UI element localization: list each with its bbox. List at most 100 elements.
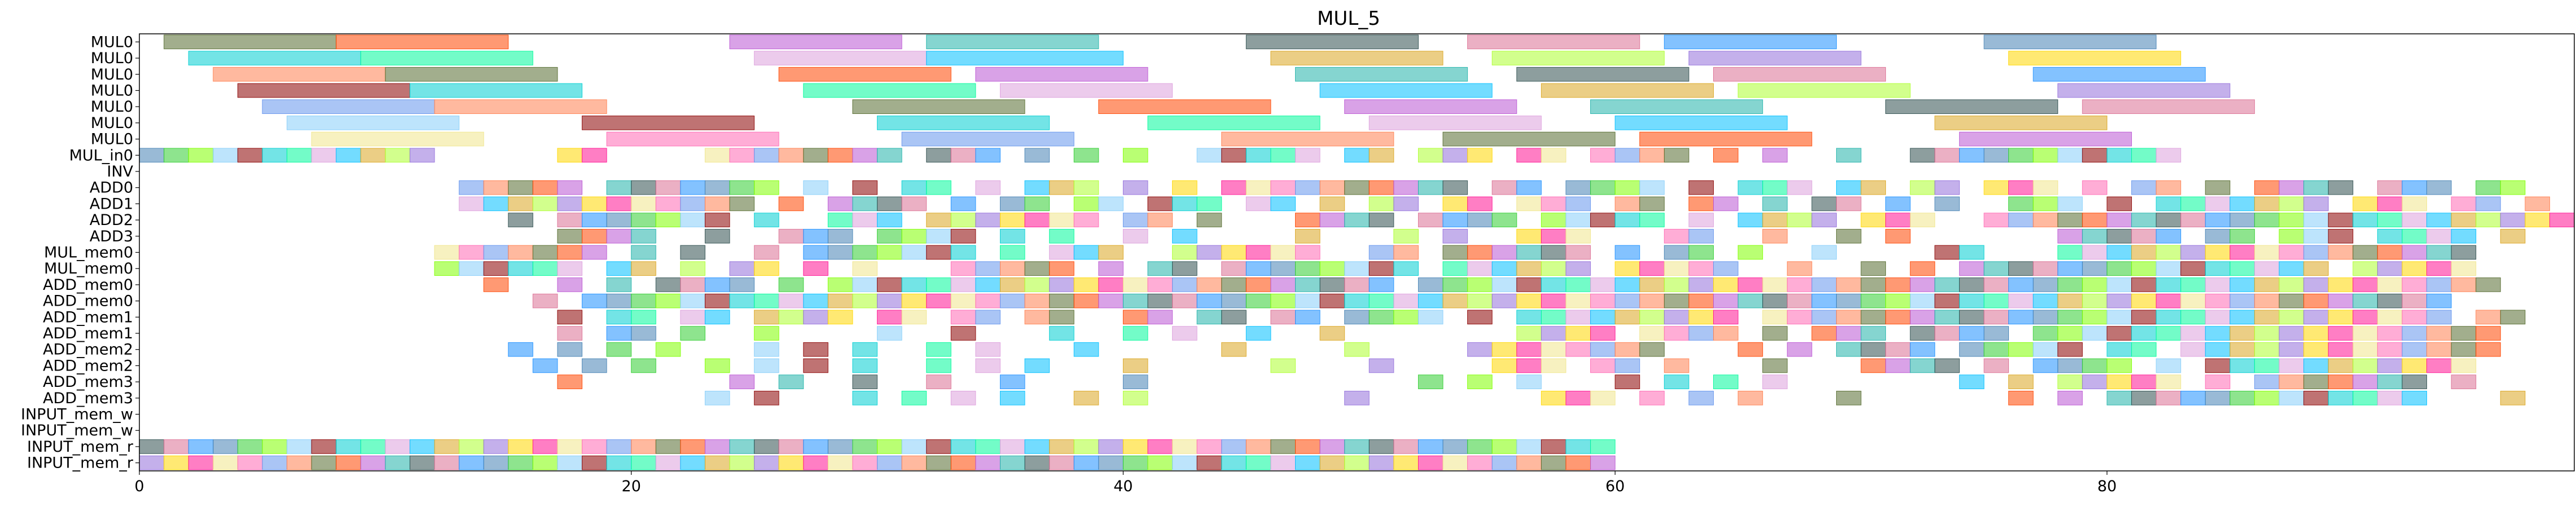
task-bar [2377,390,2403,405]
task-bar [1983,310,2009,325]
task-bar [2008,261,2034,276]
task-bar [2426,180,2452,195]
task-bar [1442,196,1468,211]
task-bar [1073,455,1099,470]
y-tick-label: ADD_mem0 [43,276,133,294]
task-bar [2107,196,2132,211]
task-bar [557,261,583,276]
task-bar [1664,261,1689,276]
task-bar [2353,326,2378,341]
task-bar [975,358,1001,373]
task-bar [2328,310,2354,325]
task-bar [582,358,607,373]
task-bar [237,455,263,470]
task-bar [950,213,976,227]
task-bar [877,213,902,227]
task-bar [582,116,755,130]
task-bar [2082,228,2108,244]
y-tick-label: MUL_mem0 [44,260,133,277]
task-bar [2057,374,2083,389]
task-bar [803,148,828,163]
task-bar [1147,439,1173,454]
task-bar [1073,277,1099,292]
task-bar [631,180,656,195]
task-bar [2033,196,2059,211]
task-bar [1000,277,1025,292]
task-bar [950,293,976,308]
y-tick-label: ADD_mem2 [43,341,133,359]
task-bar [1073,293,1099,308]
task-bar [901,390,927,405]
task-bar [409,439,435,454]
task-bar [2205,277,2231,292]
task-bar [1147,455,1173,470]
task-bar [2230,390,2255,405]
task-bar [213,67,386,82]
task-bar [680,196,705,211]
task-bar [1196,455,1222,470]
task-bar [532,293,558,308]
task-bar [2107,245,2132,260]
task-bar [2328,326,2354,341]
task-bar [1541,455,1566,470]
task-bar [729,277,755,292]
task-bar [2476,342,2501,357]
task-bar [606,228,632,244]
task-bar [1245,261,1271,276]
task-bar [2205,213,2231,227]
task-bar [1934,277,1960,292]
task-bar [287,439,312,454]
task-bar [557,245,583,260]
task-bar [262,455,288,470]
task-bar [926,455,951,470]
task-bar [2008,342,2034,357]
task-bar [1541,358,1566,373]
task-bar [1639,131,1813,147]
y-tick-label: ADD_mem3 [43,390,133,407]
task-bar [1983,277,2009,292]
task-bar [1516,439,1542,454]
task-bar [1614,358,1640,373]
task-bar [1541,196,1566,211]
task-bar [1516,180,1542,195]
task-bar [2230,228,2255,244]
task-bar [1688,293,1714,308]
task-bar [680,310,705,325]
task-bar [1713,293,1739,308]
task-bar [827,148,853,163]
task-bar [2303,277,2329,292]
task-bar [680,261,705,276]
task-bar [2254,293,2280,308]
task-bar [1541,245,1566,260]
task-bar [803,228,828,244]
task-bar [852,277,878,292]
task-bar [1368,213,1394,227]
task-bar [2082,277,2108,292]
task-bar [557,277,583,292]
task-bar [1811,213,1837,227]
task-bar [2033,277,2059,292]
task-bar [1467,342,1493,357]
task-bar [1221,277,1247,292]
task-bar [1934,116,2108,130]
task-bar [2328,213,2354,227]
task-bar [1491,245,1517,260]
task-bar [1442,213,1468,227]
task-bar [877,228,902,244]
task-bar [1024,261,1050,276]
task-bar [2131,293,2157,308]
task-bar [2254,196,2280,211]
task-bar [1565,439,1591,454]
task-bar [2377,228,2403,244]
task-bar [2131,390,2157,405]
task-bar [1541,326,1566,341]
task-bar [1122,374,1148,389]
task-bar [1245,180,1271,195]
task-bar [1516,374,1542,389]
task-bar [778,277,804,292]
task-bar [1787,180,1813,195]
task-bar [1319,326,1345,341]
task-bar [2156,374,2182,389]
task-bar [1664,277,1689,292]
task-bar [950,439,976,454]
